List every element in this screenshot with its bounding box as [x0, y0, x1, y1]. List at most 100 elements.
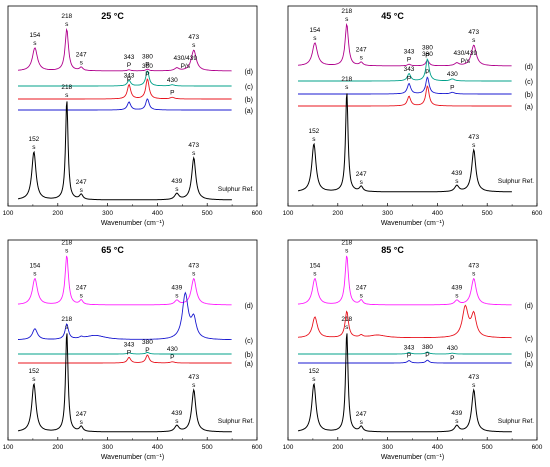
series-label: (b) [244, 352, 253, 359]
peak-value: 247 [76, 52, 87, 59]
series-label: (d) [524, 64, 533, 71]
peak-value: 343 [124, 54, 135, 61]
peak-assignment: s [80, 60, 84, 67]
chart-panel-1: 25 °C(d)s154s218s247P343P380P/s430/439s4… [3, 5, 263, 227]
series-line-c [18, 70, 232, 87]
series-label: (a) [244, 361, 253, 368]
peak-value: 473 [188, 263, 199, 270]
reference-spectrum-line [298, 93, 512, 193]
series-label: (d) [244, 303, 253, 310]
series-line-d [297, 255, 512, 306]
series-label: (a) [524, 104, 533, 111]
peak-value: 247 [356, 171, 367, 178]
reference-label: Sulphur Ref. [498, 178, 534, 185]
x-tick-label: 500 [202, 444, 213, 451]
peak-assignment: s [32, 144, 36, 151]
series-label: (c) [525, 79, 533, 86]
peak-value: 439 [451, 285, 462, 292]
peak-assignment: s [33, 271, 37, 278]
peak-value: 380 [422, 344, 433, 351]
peak-value: 343 [124, 72, 135, 79]
peak-value: 473 [468, 374, 479, 381]
peak-assignment: s [345, 84, 349, 91]
x-axis-label: Wavenumber (cm⁻¹) [101, 454, 164, 461]
peak-assignment: P [425, 53, 429, 60]
x-tick-label: 500 [482, 444, 493, 451]
panel-title: 45 °C [381, 11, 404, 21]
peak-assignment: s [313, 35, 317, 42]
peak-assignment: s [312, 136, 316, 143]
x-tick-label: 100 [3, 444, 14, 451]
peak-assignment: P [407, 353, 411, 360]
peak-assignment: P [425, 352, 429, 359]
x-tick-label: 600 [532, 210, 543, 217]
peak-value: 380 [422, 51, 433, 58]
peak-value: 343 [404, 66, 415, 73]
panel-title: 25 °C [101, 11, 124, 21]
peak-assignment: s [80, 187, 84, 194]
peak-assignment: P [145, 61, 149, 68]
peak-value: 380 [422, 45, 433, 52]
peak-assignment: s [192, 382, 196, 389]
peak-value: 152 [28, 368, 39, 375]
series-label: (b) [524, 92, 533, 99]
x-tick-label: 300 [382, 210, 393, 217]
peak-assignment: s [360, 179, 364, 186]
peak-value: 218 [341, 316, 352, 323]
peak-value: 343 [124, 341, 135, 348]
peak-value: 154 [309, 27, 320, 34]
peak-assignment: s [455, 293, 459, 300]
peak-assignment: s [345, 16, 349, 23]
x-tick-label: 500 [482, 210, 493, 217]
peak-value: 343 [404, 344, 415, 351]
peak-value: 380 [142, 339, 153, 346]
x-tick-label: 400 [432, 444, 443, 451]
peak-assignment: s [32, 376, 36, 383]
peak-value: 473 [468, 134, 479, 141]
peak-value: 343 [404, 48, 415, 55]
peak-value: 154 [29, 263, 40, 270]
series-label: (c) [525, 336, 533, 343]
x-tick-label: 300 [102, 210, 113, 217]
peak-value: 473 [468, 263, 479, 270]
x-tick-label: 600 [252, 210, 263, 217]
x-tick-label: 400 [152, 444, 163, 451]
peak-value: 430/439 [174, 55, 198, 62]
peak-value: 247 [76, 285, 87, 292]
peak-assignment: P/s [461, 58, 471, 65]
series-label: (b) [524, 352, 533, 359]
x-tick-label: 300 [382, 444, 393, 451]
peak-assignment: s [360, 293, 364, 300]
reference-label: Sulphur Ref. [218, 186, 254, 193]
x-tick-label: 600 [532, 444, 543, 451]
x-tick-label: 400 [152, 210, 163, 217]
peak-assignment: s [360, 55, 364, 62]
x-tick-label: 500 [202, 210, 213, 217]
peak-assignment: s [455, 178, 459, 185]
peak-value: 430 [447, 71, 458, 78]
peak-value: 247 [76, 411, 87, 418]
series-line-b [18, 78, 232, 100]
x-tick-label: 300 [102, 444, 113, 451]
peak-assignment: s [345, 248, 349, 255]
series-label: (a) [244, 108, 253, 115]
series-line-a [18, 98, 232, 111]
peak-value: 439 [451, 170, 462, 177]
series-line-c [18, 291, 232, 341]
peak-assignment: s [65, 21, 69, 28]
peak-assignment: P [145, 71, 149, 78]
peak-value: 218 [61, 240, 72, 247]
x-tick-label: 400 [432, 210, 443, 217]
x-axis-label: Wavenumber (cm⁻¹) [101, 220, 164, 227]
reference-label: Sulphur Ref. [218, 418, 254, 425]
plot-frame [7, 239, 258, 441]
peak-assignment: P [407, 76, 411, 83]
peak-assignment: s [175, 186, 179, 193]
series-line-d [18, 27, 232, 72]
peak-value: 218 [61, 84, 72, 91]
peak-value: 430 [447, 345, 458, 352]
plot-frame [287, 239, 538, 441]
peak-assignment: s [65, 92, 69, 99]
reference-label: Sulphur Ref. [498, 418, 534, 425]
peak-value: 218 [341, 76, 352, 83]
